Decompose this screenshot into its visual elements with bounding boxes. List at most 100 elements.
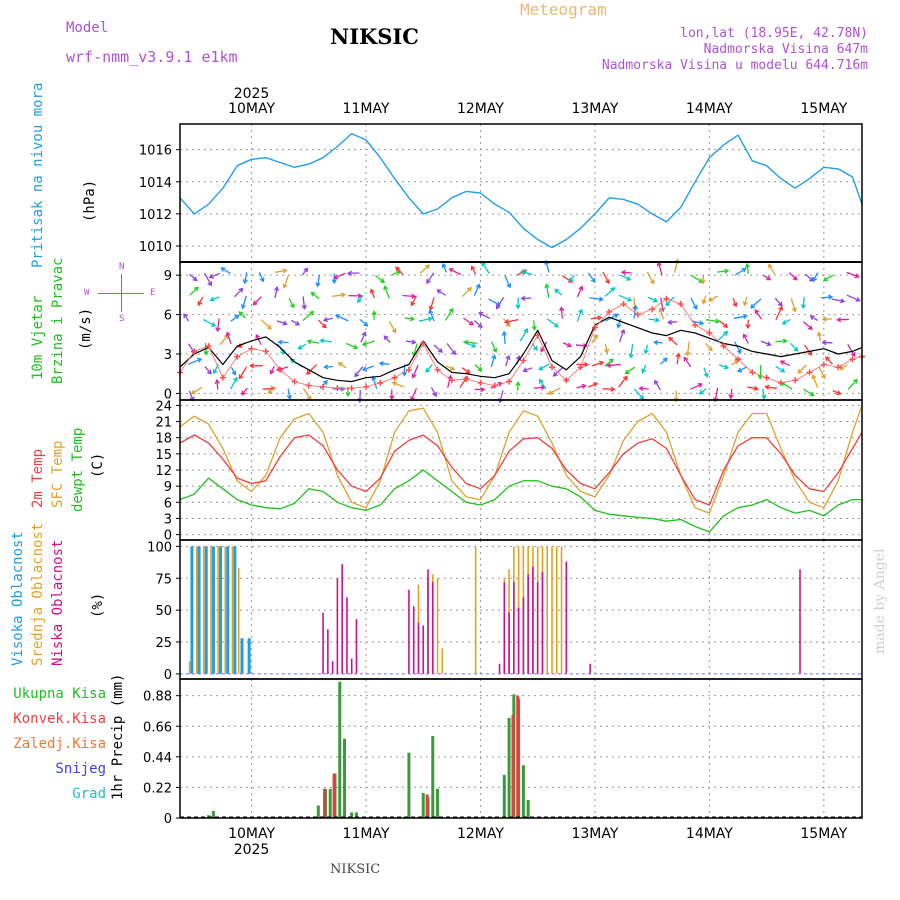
wind-arrowhead [779,360,785,366]
wind-arrow [383,335,391,343]
wind-arrowhead [234,314,240,320]
wind-arrow [690,383,703,390]
wind-arrow [241,295,247,309]
wind-arrow [691,320,704,325]
wind-arrowhead [322,317,329,323]
wind-arrow [474,364,483,372]
wind-arrowhead [214,378,220,385]
wind-arrowhead [501,330,507,336]
wind-arrow [602,388,615,391]
wind-arrowhead [215,327,221,333]
wind-arrow [733,315,747,320]
wind-arrow [323,317,333,321]
pressure-line [179,132,863,249]
wind-arrowhead [238,311,244,317]
wind-arrowhead [315,282,321,288]
wind-arrow [426,272,435,284]
wind-arrow [690,297,698,310]
compass-north: N [119,262,125,272]
wind-arrow [589,297,603,301]
bottom-day-label: 13MAY [571,826,618,842]
wind-arrowhead [345,391,351,398]
wind-arrow [461,287,472,298]
wind-arrow [473,284,480,296]
wind-arrow [505,355,510,367]
wind-arrow [812,375,819,388]
wind-arrowhead [741,268,747,273]
wind-arrowhead [590,277,596,283]
wind-arrowhead [742,313,749,320]
wind-arrow [818,367,826,379]
compass-west: W [84,288,90,298]
wind-arrowhead [553,322,559,328]
wind-arrowhead [212,369,218,375]
wind-arrow [474,320,483,328]
wind-arrowhead [821,340,827,346]
wind-arrow [406,340,416,344]
wind-arrowhead [533,345,538,351]
wind-arrow [647,296,658,302]
wind-arrowhead [306,339,312,345]
wind-arrow [412,364,419,378]
wind-arrow [703,367,708,377]
model-name: wrf-nmm_v3.9.1 e1km [66,48,238,66]
top-day-label: 15MAY [800,101,847,117]
wind-arrow [274,287,278,299]
wind-arrow [533,386,545,389]
wind-arrowhead [768,263,773,269]
wind-arrow [810,315,819,321]
wind-arrow [359,318,368,327]
wind-arrow [318,319,327,328]
wind-arrow [188,390,194,401]
wind-arrow [383,286,390,299]
wind-arrowhead [598,296,604,302]
bottom-day-label: 15MAY [800,826,847,842]
wind-arrowhead [653,339,659,346]
wind-arrow [287,388,291,399]
total-precip-bar [431,735,435,818]
wind-arrowhead [665,301,671,307]
wind-arrow [216,380,219,390]
wind-arrow [618,294,632,302]
wind-arrow [464,341,478,344]
wind-arrowhead [821,316,827,322]
top-day-label: 14MAY [686,101,733,117]
wind-arrow [718,364,729,369]
wind-arrowhead [208,273,214,279]
wind-arrowhead [492,347,498,354]
wind-arrowhead [289,303,295,309]
wind-arrowhead [354,372,360,378]
wind-arrowhead [538,365,544,371]
precipitation-ytick-label: 0.22 [143,781,172,796]
wind-arrow [774,297,783,307]
wind-arrowhead [658,307,664,313]
pressure-frame [179,123,863,263]
wind-arrow [233,288,243,298]
wind-arrow [258,272,264,282]
temperature-ytick-label: 18 [155,432,172,447]
wind-arrow [604,343,608,353]
wind-arrowhead [478,311,484,317]
wind-arrowhead [255,333,261,340]
wind-arrowhead [853,378,858,384]
wind-arrow [820,296,833,299]
wind-arrowhead [427,316,434,322]
wind-arrow [554,289,563,296]
total-precip-bar [211,811,215,818]
wind-arrowhead [604,348,610,354]
wind-arrowhead [294,321,301,326]
wind-arrow [471,266,477,275]
wind-arrow [775,365,785,373]
wind-arrow [268,386,276,394]
wind-arrow [197,296,204,306]
wind-arrowhead [836,390,842,396]
wind-arrow [782,318,791,325]
wind-arrow [604,358,614,367]
wind-arrowhead [628,353,634,359]
legend-freezing-rain: Zaledj.Kisa [13,736,106,752]
wind-arrow [683,357,692,368]
top-year-label: 2025 [234,86,270,102]
wind-arrowhead [544,283,550,289]
pressure-ytick-label: 1014 [139,176,172,191]
wind-arrowhead [361,341,367,347]
